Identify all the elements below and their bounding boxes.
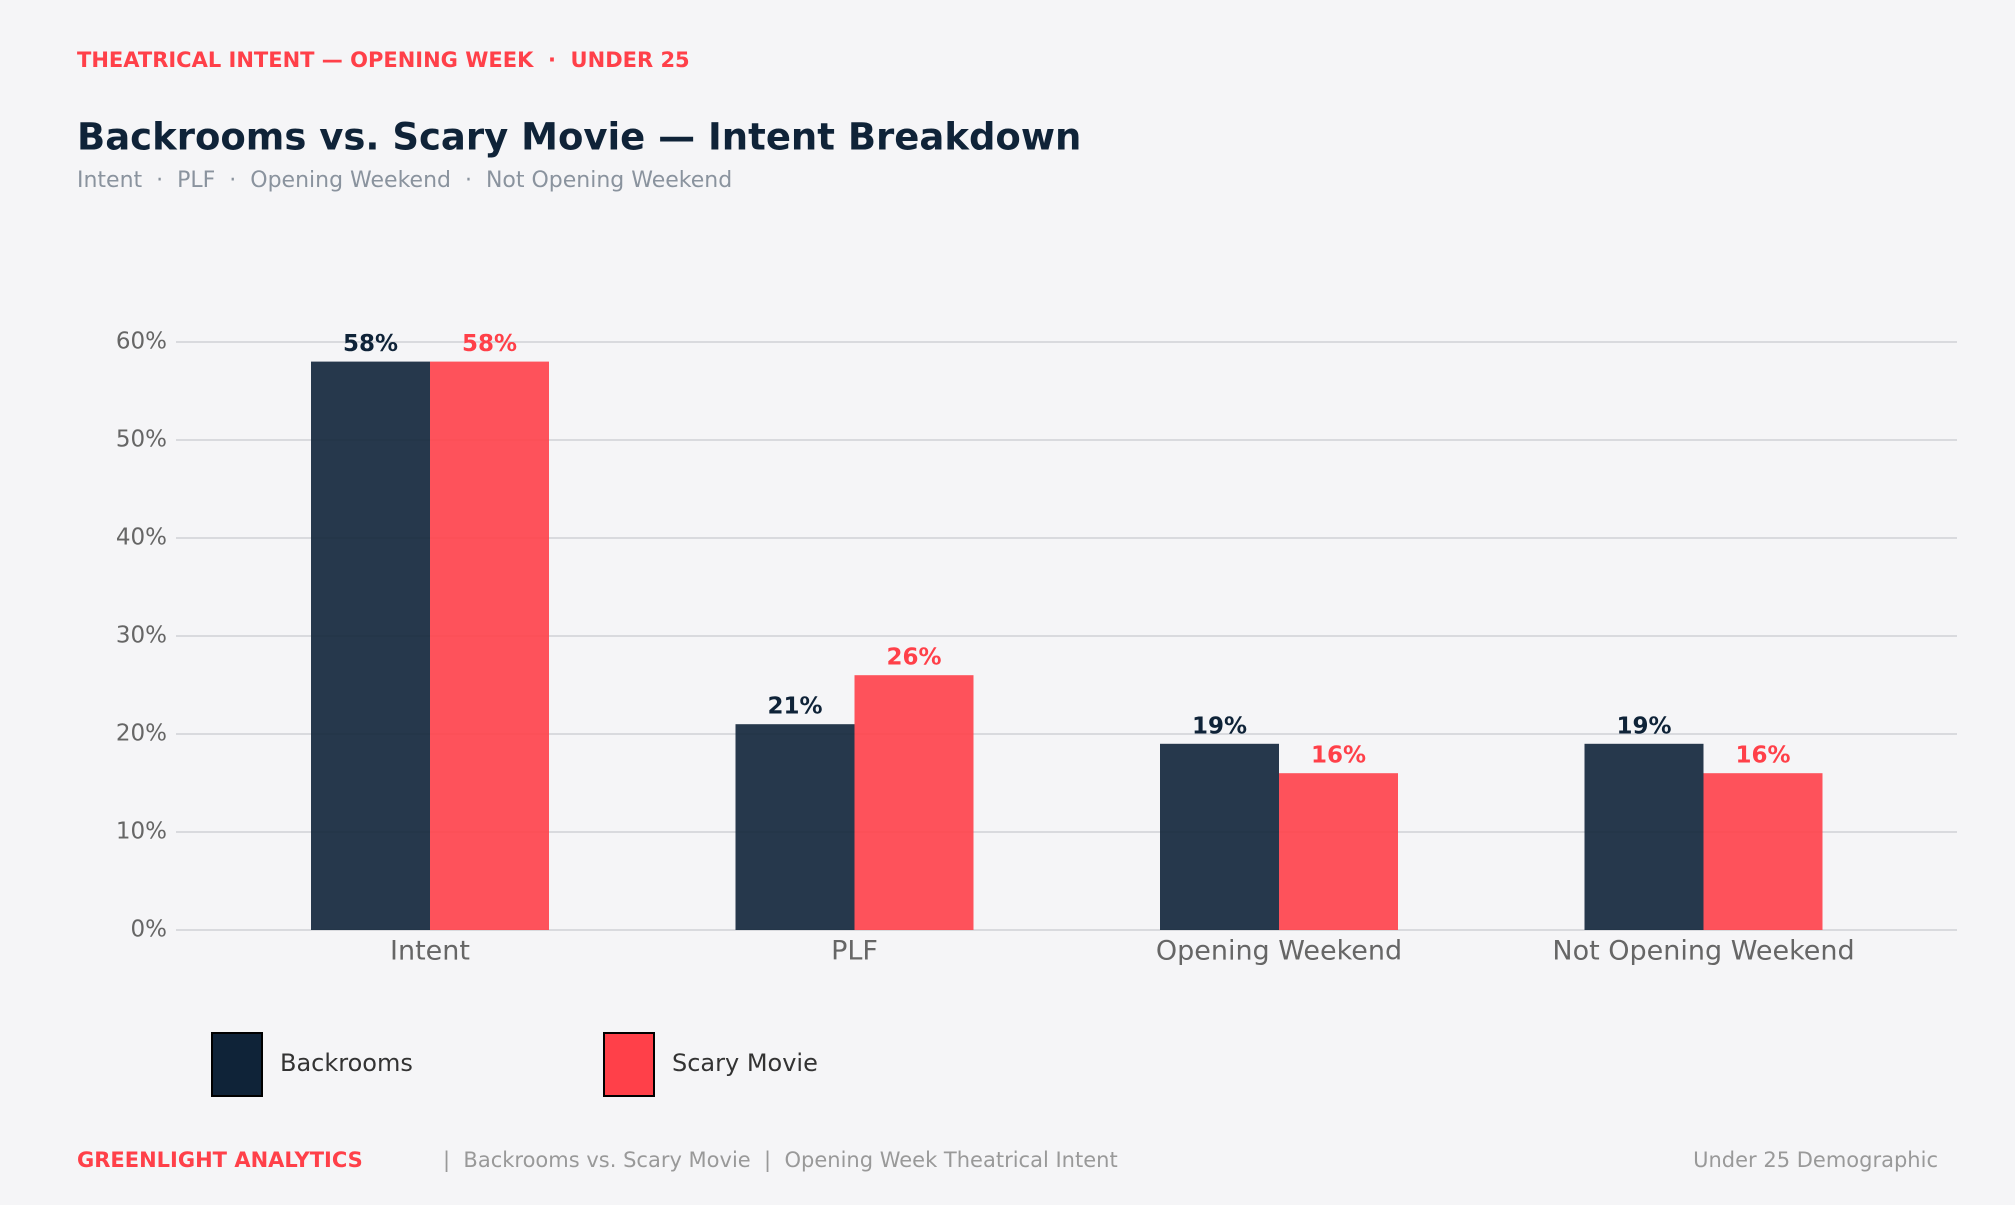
footer-text: | Backrooms vs. Scary Movie | Opening We… — [443, 1148, 1118, 1173]
x-tick-label: PLF — [831, 936, 878, 967]
value-label: 58% — [462, 331, 517, 357]
value-label: 16% — [1311, 743, 1366, 769]
bar — [735, 724, 855, 930]
y-tick-label: 50% — [116, 427, 167, 453]
bar — [1279, 773, 1398, 930]
value-label: 19% — [1192, 713, 1247, 739]
x-tick-label: Not Opening Weekend — [1552, 936, 1854, 967]
legend-swatch — [211, 1032, 263, 1097]
y-tick-label: 60% — [116, 329, 167, 355]
legend-label: Backrooms — [280, 1049, 413, 1077]
value-label: 19% — [1616, 713, 1671, 739]
y-tick-label: 10% — [116, 819, 167, 845]
bar — [1703, 773, 1823, 930]
y-tick-label: 40% — [116, 525, 167, 551]
x-tick-label: Intent — [390, 936, 470, 967]
value-label: 26% — [886, 645, 941, 671]
x-tick-label: Opening Weekend — [1156, 936, 1402, 967]
y-tick-label: 0% — [131, 917, 168, 943]
y-tick-label: 30% — [116, 623, 167, 649]
value-label: 21% — [767, 694, 822, 720]
bar — [854, 675, 974, 930]
value-label: 58% — [343, 331, 398, 357]
chart-subtitle: Intent · PLF · Opening Weekend · Not Ope… — [77, 168, 732, 193]
legend-label: Scary Movie — [672, 1049, 818, 1077]
bar — [1160, 743, 1279, 930]
chart-title: Backrooms vs. Scary Movie — Intent Break… — [77, 116, 1081, 159]
bar — [311, 361, 430, 931]
bar — [1584, 743, 1704, 930]
value-label: 16% — [1735, 743, 1790, 769]
legend-swatch — [603, 1032, 655, 1097]
footer-note: Under 25 Demographic — [1693, 1148, 1938, 1172]
bar — [430, 361, 549, 931]
kicker: THEATRICAL INTENT — OPENING WEEK · UNDER… — [77, 48, 690, 72]
y-tick-label: 20% — [116, 721, 167, 747]
footer-brand: GREENLIGHT ANALYTICS — [77, 1148, 363, 1172]
